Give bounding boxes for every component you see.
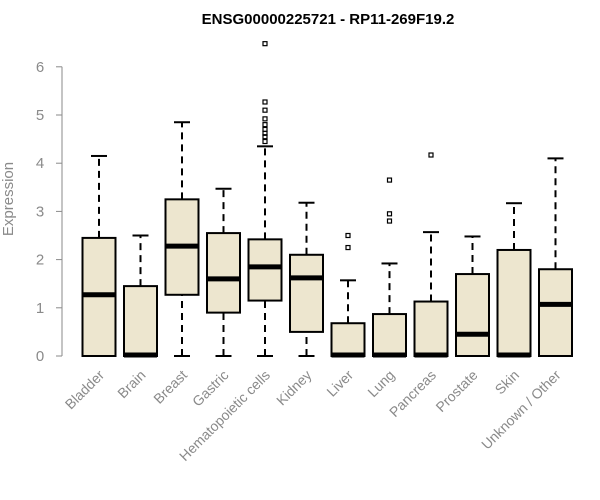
iqr-box (538, 268, 573, 357)
outlier-point (262, 122, 268, 128)
iqr-box (496, 248, 532, 358)
x-tick-label: Prostate (432, 367, 480, 415)
outlier-point (428, 152, 434, 158)
iqr-box (247, 238, 283, 302)
outlier-point (262, 138, 268, 145)
y-axis: 0 1 2 3 4 5 6 (36, 59, 63, 365)
y-tick-label: 2 (36, 252, 44, 269)
box-lung (372, 177, 407, 358)
x-tick-label: Brain (114, 367, 148, 401)
x-tick-label: Breast (150, 367, 190, 407)
box-bladder (81, 154, 117, 357)
x-tick-label: Unknown / Other (478, 367, 564, 453)
outlier-point (262, 107, 268, 113)
iqr-box (413, 300, 449, 357)
y-axis-label: Expression (0, 162, 17, 236)
outlier-point (386, 218, 393, 224)
outlier-point (386, 177, 393, 183)
box-pancreas (413, 152, 449, 358)
outlier-point (262, 116, 268, 122)
iqr-box (289, 253, 324, 333)
box-skin (496, 202, 532, 358)
box-unknown-other (538, 157, 573, 357)
x-tick-label: Kidney (273, 367, 315, 409)
box-prostate (455, 235, 490, 357)
y-tick-label: 1 (36, 300, 44, 317)
boxes-group (81, 41, 573, 358)
iqr-box (455, 273, 490, 357)
iqr-box (206, 232, 241, 314)
outlier-point (262, 99, 268, 105)
outlier-point (386, 211, 393, 217)
x-tick-label: Bladder (62, 367, 108, 413)
box-breast (164, 121, 200, 357)
iqr-box (123, 285, 158, 357)
outlier-point (345, 244, 351, 251)
y-tick-label: 6 (36, 59, 44, 76)
outlier-point (345, 232, 351, 239)
box-gastric (206, 187, 241, 357)
outlier-point (262, 126, 268, 133)
chart-title: ENSG00000225721 - RP11-269F19.2 (202, 11, 455, 28)
y-tick-label: 0 (36, 348, 44, 365)
box-brain (123, 234, 158, 358)
outlier-point (262, 41, 268, 47)
box-hematopoietic-cells (247, 41, 283, 357)
iqr-box (330, 322, 366, 357)
x-tick-label: Skin (492, 367, 523, 398)
box-kidney (289, 201, 324, 357)
y-tick-label: 4 (36, 155, 44, 172)
iqr-box (372, 313, 407, 358)
y-tick-label: 3 (36, 203, 44, 220)
x-tick-label: Liver (323, 367, 356, 400)
x-tick-label: Lung (364, 367, 397, 400)
y-tick-label: 5 (36, 107, 44, 124)
outlier-point (262, 134, 268, 140)
box-liver (330, 232, 366, 358)
